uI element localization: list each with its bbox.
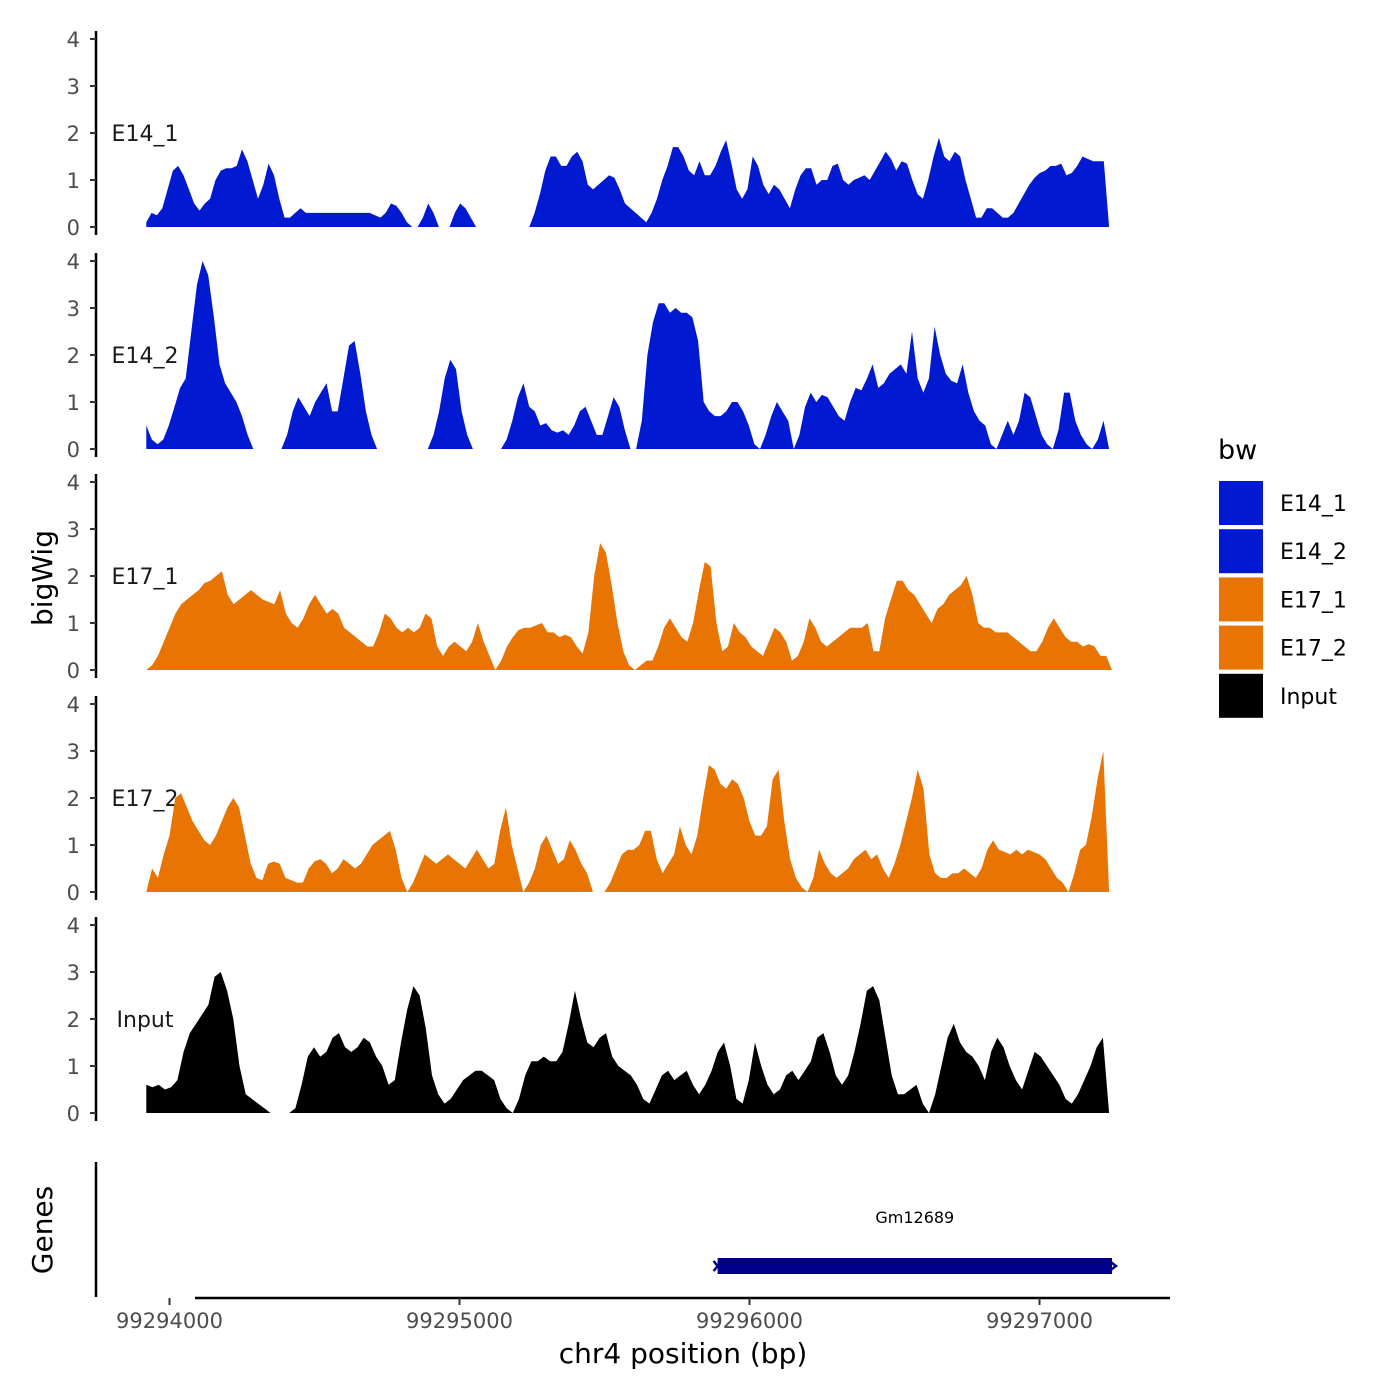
y-tick-label-E14_1-0: 0 <box>67 216 80 240</box>
track-label-E17_2: E17_2 <box>112 787 179 812</box>
y-tick-label-E14_2-3: 3 <box>67 297 80 321</box>
y-tick-label-E14_1-3: 3 <box>67 75 80 99</box>
y-tick-label-Input-0: 0 <box>67 1102 80 1126</box>
y-tick-label-E17_2-0: 0 <box>67 881 80 905</box>
track-label-E14_1: E14_1 <box>112 122 179 147</box>
legend-swatch-E17_1 <box>1219 577 1263 622</box>
legend-label-Input: Input <box>1280 685 1337 710</box>
coverage-area-E14_1-1 <box>529 137 1110 227</box>
legend: E14_1 E14_2 E17_1 E17_2 Input <box>1219 481 1347 718</box>
coverage-area-E14_2-2 <box>427 359 473 449</box>
y-tick-label-E14_2-1: 1 <box>67 391 80 415</box>
coverage-area-E14_2-3 <box>501 303 1110 449</box>
coverage-area-E17_2-1 <box>604 751 1110 892</box>
gene-label-Gm12689: Gm12689 <box>875 1208 954 1227</box>
coverage-area-E14_2-1 <box>275 340 383 449</box>
legend-label-E14_1: E14_1 <box>1280 492 1347 517</box>
coverage-area-Input-1 <box>289 986 1110 1113</box>
gene-end-mark-Gm12689 <box>1107 1259 1119 1273</box>
y-tick-label-Input-1: 1 <box>67 1055 80 1079</box>
coverage-area-E14_2-0 <box>146 261 259 449</box>
y-tick-label-Input-4: 4 <box>67 914 80 938</box>
coverage-area-Input-0 <box>146 972 277 1113</box>
x-tick-label-99296000: 99296000 <box>696 1309 803 1333</box>
x-tick-label-99294000: 99294000 <box>116 1309 223 1333</box>
y-tick-label-E17_2-3: 3 <box>67 740 80 764</box>
track-label-Input: Input <box>117 1008 174 1033</box>
y-axis-title: bigWig <box>26 530 59 626</box>
y-tick-label-E17_2-4: 4 <box>67 693 80 717</box>
y-tick-label-E14_2-4: 4 <box>67 250 80 274</box>
y-tick-label-Input-2: 2 <box>67 1008 80 1032</box>
y-tick-label-E14_2-2: 2 <box>67 344 80 368</box>
coverage-area-E17_1-0 <box>146 543 1113 670</box>
x-tick-label-99297000: 99297000 <box>986 1309 1093 1333</box>
y-tick-label-E17_1-1: 1 <box>67 612 80 636</box>
legend-swatch-E17_2 <box>1219 625 1263 670</box>
coverage-area-E17_2-0 <box>146 793 593 892</box>
genes-axis-title: Genes <box>26 1186 59 1274</box>
y-tick-label-E14_1-2: 2 <box>67 122 80 146</box>
y-tick-label-E17_1-0: 0 <box>67 659 80 683</box>
plot-layer: 0 1 2 3 4 E14_1 0 1 2 3 4 E14_2 0 1 2 3 4 E17_1 0 1 2 3 4 E17_2… <box>67 28 1170 1333</box>
y-tick-label-E17_1-3: 3 <box>67 518 80 542</box>
x-axis-title: chr4 position (bp) <box>559 1337 808 1370</box>
legend-swatch-E14_2 <box>1219 529 1263 574</box>
track-label-E14_2: E14_2 <box>112 344 179 369</box>
legend-label-E17_2: E17_2 <box>1280 637 1347 662</box>
y-tick-label-Input-3: 3 <box>67 961 80 985</box>
gene-body-Gm12689 <box>717 1258 1112 1274</box>
y-tick-label-E17_1-4: 4 <box>67 471 80 495</box>
y-tick-label-E17_1-2: 2 <box>67 565 80 589</box>
y-tick-label-E14_1-1: 1 <box>67 169 80 193</box>
y-tick-label-E17_2-2: 2 <box>67 787 80 811</box>
legend-title: bw <box>1218 435 1257 466</box>
gene-start-mark-Gm12689 <box>712 1260 723 1272</box>
y-tick-label-E17_2-1: 1 <box>67 834 80 858</box>
legend-label-E14_2: E14_2 <box>1280 540 1347 565</box>
coverage-area-E14_1-0 <box>146 149 477 227</box>
legend-label-E17_1: E17_1 <box>1280 588 1347 613</box>
track-label-E17_1: E17_1 <box>112 565 179 590</box>
legend-swatch-Input <box>1219 673 1263 718</box>
y-tick-label-E14_2-0: 0 <box>67 438 80 462</box>
y-tick-label-E14_1-4: 4 <box>67 28 80 52</box>
legend-swatch-E14_1 <box>1219 481 1263 525</box>
x-tick-label-99295000: 99295000 <box>406 1309 513 1333</box>
